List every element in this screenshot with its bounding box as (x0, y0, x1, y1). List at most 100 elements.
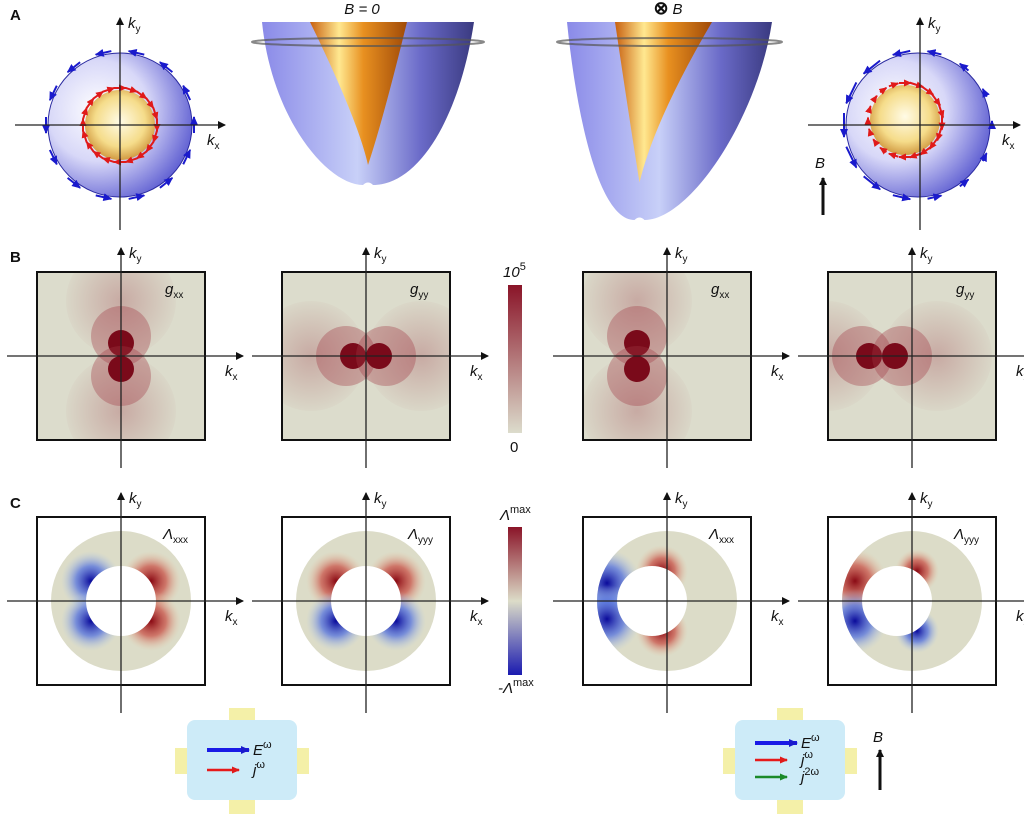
spin-arrow (845, 82, 858, 105)
ky-label-base: k (129, 490, 138, 507)
kx-label-sub: x (478, 617, 483, 628)
colorbar-max-base: 10 (503, 264, 520, 281)
plot-label: gyy (956, 281, 974, 301)
colorbar (508, 285, 522, 433)
spin-arrow (878, 86, 888, 95)
field-label-sup: 2ω (804, 766, 819, 778)
spin-arrow (101, 157, 115, 164)
kx-label-sub: x (215, 141, 220, 152)
plot-label-sub: yy (418, 290, 428, 301)
ky-label: ky (920, 245, 933, 265)
spin-arrow (959, 62, 970, 72)
spin-arrow (182, 148, 192, 165)
plot-label: gxx (165, 281, 183, 301)
spin-arrow (159, 61, 174, 73)
ky-label-base: k (374, 245, 383, 262)
halo (583, 272, 692, 356)
field-label-base: j (799, 752, 805, 769)
field-label-base: E (801, 735, 812, 752)
colorbar-max: Λmax (499, 504, 531, 524)
device (187, 720, 297, 800)
spin-arrow (865, 105, 872, 114)
kx-label-base: k (207, 132, 216, 149)
ky-label-sub: y (136, 24, 141, 35)
ky-label-sub: y (137, 499, 142, 510)
ky-label: ky (675, 490, 688, 510)
plot-label-base: g (410, 281, 419, 298)
ky-label-sub: y (382, 254, 387, 265)
band-outer (567, 22, 772, 220)
field-label: Eω (801, 732, 820, 752)
spin-arrow (959, 178, 970, 188)
kx-label-base: k (771, 363, 780, 380)
spin-arrow (979, 152, 988, 163)
heatmap (583, 272, 692, 440)
plot-label-base: g (165, 281, 174, 298)
spin-arrow (81, 129, 89, 143)
kx-label-base: k (1016, 363, 1024, 380)
spin-arrow (85, 141, 95, 153)
ky-label-sub: y (936, 24, 941, 35)
spin-arrow (48, 149, 58, 166)
colorbar-max-sup: 5 (520, 261, 526, 273)
colorbar-max: 105 (503, 261, 526, 281)
spin-arrow (95, 193, 113, 202)
device (735, 720, 845, 800)
kx-label: kx (1002, 132, 1015, 152)
spin-arrow (124, 156, 138, 164)
spin-arrow (863, 175, 881, 191)
plot-label-base: Λ (953, 526, 964, 543)
spin-arrow (182, 84, 192, 101)
ky-label-base: k (920, 490, 929, 507)
field-label: jω (251, 759, 265, 779)
field-label: B (815, 155, 825, 172)
spin-arrow (125, 86, 139, 93)
spin-arrow (892, 193, 912, 202)
kx-label: kx (470, 608, 483, 628)
kx-label-base: k (225, 608, 234, 625)
ky-label: ky (374, 245, 387, 265)
spin-arrow (926, 49, 942, 57)
spin-arrow (869, 94, 878, 104)
colorbar-min-base: -Λ (498, 680, 513, 697)
kx-label-base: k (771, 608, 780, 625)
ky-label-sub: y (928, 254, 933, 265)
ky-label-base: k (374, 490, 383, 507)
spin-arrow (127, 48, 145, 57)
field-label: Eω (253, 739, 272, 759)
spin-arrow (102, 86, 116, 94)
kx-label: kx (1016, 608, 1024, 628)
contact (229, 798, 255, 814)
spin-arrow (151, 107, 159, 121)
kx-label-sub: x (233, 617, 238, 628)
fermi-level (251, 37, 485, 47)
peak (624, 356, 650, 382)
spin-arrow (867, 128, 875, 137)
ky-label-base: k (128, 15, 137, 32)
ky-label-sub: y (382, 499, 387, 510)
kx-label: kx (1016, 363, 1024, 383)
plot-label: Λyyy (407, 526, 433, 546)
field-label-sup: ω (811, 732, 820, 744)
spin-arrow (136, 90, 148, 100)
plot-label-base: Λ (708, 526, 719, 543)
band-inner (310, 22, 407, 165)
ky-label: ky (928, 15, 941, 35)
band-inner (615, 22, 712, 183)
colorbar-max-base: Λ (499, 507, 510, 524)
ky-label-base: k (920, 245, 929, 262)
spin-arrow (879, 146, 888, 155)
plot-label-base: g (711, 281, 720, 298)
field-label-base: j (251, 762, 257, 779)
ky-label: ky (374, 490, 387, 510)
ky-label: ky (129, 490, 142, 510)
ky-label-base: k (675, 245, 684, 262)
field-symbol: ⊗ (653, 0, 668, 18)
contact (777, 798, 803, 814)
field-label-sup: ω (256, 759, 265, 771)
ky-label-sub: y (928, 499, 933, 510)
spin-arrow (81, 106, 88, 120)
plot-label-sub: xxx (719, 535, 734, 546)
spin-arrow (888, 82, 900, 89)
ky-label-base: k (129, 245, 138, 262)
